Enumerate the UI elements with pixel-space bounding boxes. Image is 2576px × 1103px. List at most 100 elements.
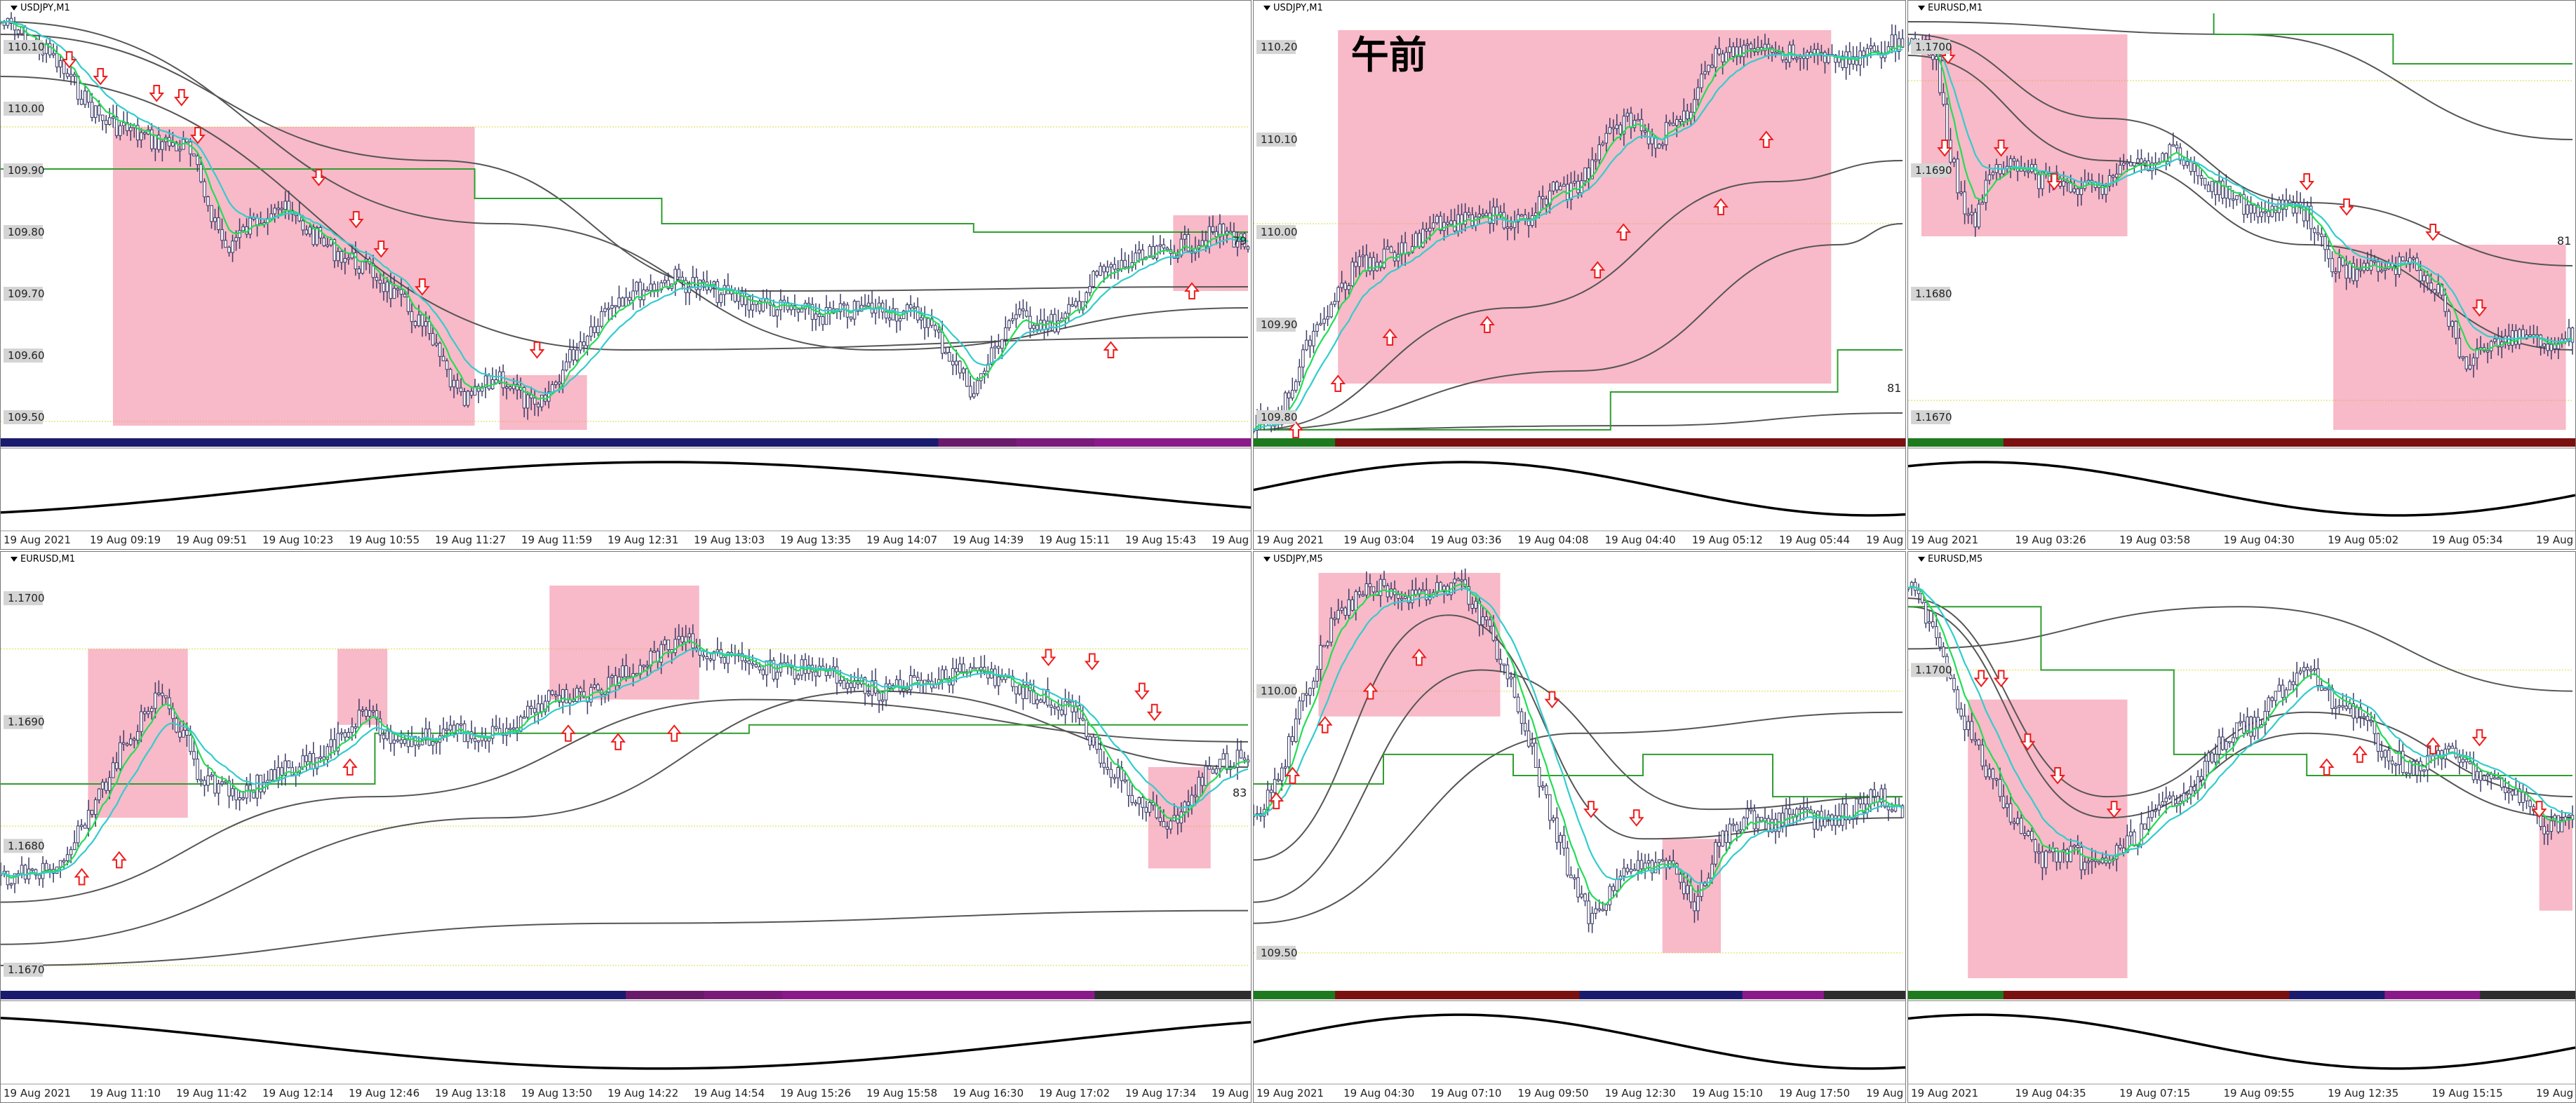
candle-body	[880, 699, 885, 702]
candle-body	[1148, 245, 1152, 258]
sell-arrow-down-icon	[149, 85, 165, 102]
candle-body	[719, 294, 723, 304]
candle-body	[494, 379, 498, 384]
candle-body	[2093, 860, 2098, 862]
candle-body	[2171, 795, 2175, 806]
candle-body	[1611, 127, 1616, 130]
time-axis-label: 19 Aug 13:18	[435, 1087, 506, 1099]
moving-average-line	[1, 909, 1249, 966]
candle-body	[140, 711, 143, 732]
chart-panel-eurusd-m1-bottom-left[interactable]: EURUSD,M1 1.1700 1.1690 1.1680 1.1670 83 19 A…	[0, 551, 1252, 1103]
candle-body	[1246, 246, 1250, 250]
time-axis-label: 19 Aug 14:22	[608, 1087, 678, 1099]
candle-body	[645, 665, 649, 668]
collapse-triangle-icon[interactable]	[1263, 557, 1270, 562]
candle-body	[702, 279, 705, 283]
candle-body	[1312, 680, 1315, 689]
candle-body	[1214, 231, 1219, 238]
candle-body	[83, 90, 87, 105]
candle-body	[1193, 794, 1198, 797]
candle-body	[1007, 320, 1011, 329]
candle-body	[1064, 701, 1067, 715]
collapse-triangle-icon[interactable]	[11, 6, 18, 11]
candle-body	[2422, 275, 2426, 282]
candle-body	[227, 247, 231, 253]
candle-body	[751, 663, 755, 665]
candle-body	[104, 781, 108, 791]
candle-body	[2295, 202, 2299, 214]
candle-body	[1984, 765, 1988, 778]
candle-body	[926, 318, 930, 328]
session-strip-segment	[704, 438, 783, 447]
candle-body	[1151, 245, 1155, 259]
candle-body	[2320, 684, 2323, 691]
candle-body	[2478, 771, 2483, 781]
chart-panel-eurusd-m1-top-right[interactable]: EURUSD,M1 1.1700 1.1690 1.1680 1.1670 81 19 A…	[1907, 0, 2576, 550]
candle-body	[1088, 736, 1092, 746]
candle-body	[2143, 160, 2147, 163]
candle-body	[290, 767, 295, 776]
candle-body	[2429, 283, 2433, 290]
candle-body	[1477, 600, 1482, 625]
collapse-triangle-icon[interactable]	[11, 557, 18, 562]
candle-body	[1601, 142, 1604, 146]
collapse-triangle-icon[interactable]	[1918, 557, 1925, 562]
chart-canvas[interactable]: 110.00 109.50 19 Aug 2021 19 Aug 04:30 19 Au…	[1254, 552, 1905, 1102]
chart-canvas[interactable]: 110.20 110.10 110.00 109.90 109.80 81 午前 19 Aug…	[1254, 1, 1905, 549]
candle-body	[1886, 806, 1891, 811]
candle-body	[508, 386, 512, 389]
time-axis-label: 19 Aug 07:15	[2119, 1087, 2190, 1099]
chart-panel-usdjpy-m1-top-middle[interactable]: USDJPY,M1 110.20 110.10 110.00 109.90 109.80…	[1253, 0, 1906, 550]
candle-body	[2189, 161, 2193, 172]
candle-body	[69, 849, 73, 855]
candle-body	[206, 775, 210, 786]
time-axis-label: 19 Aug 03:58	[2119, 534, 2190, 546]
candle-body	[1322, 318, 1326, 324]
candle-body	[76, 825, 80, 844]
candle-body	[666, 280, 670, 289]
candle-body	[1488, 619, 1492, 627]
candle-body	[747, 296, 751, 311]
candle-body	[993, 668, 997, 686]
chart-panel-usdjpy-m1-top-left[interactable]: USDJPY,M1 110.10 110.00 109.90 109.80 109.70…	[0, 0, 1252, 550]
time-axis-label: 19 Aug 09:55	[2224, 1087, 2295, 1099]
sell-arrow-down-icon	[93, 68, 109, 86]
price-axis-label: 1.1690	[1911, 163, 1952, 177]
candle-body	[1340, 607, 1343, 611]
session-strip-segment	[1498, 438, 1581, 447]
candle-body	[1371, 257, 1376, 271]
candle-body	[37, 874, 41, 879]
candle-body	[107, 777, 112, 791]
time-axis-label: 19 Aug 06:16	[1866, 534, 1905, 546]
chart-canvas[interactable]: 1.1700 19 Aug 2021 19 Aug 04:35 19 Aug 07:1…	[1908, 552, 2575, 1102]
chart-canvas[interactable]: 110.10 110.00 109.90 109.80 109.70 109.60 109.…	[1, 1, 1251, 549]
collapse-triangle-icon[interactable]	[1263, 6, 1270, 11]
candle-body	[97, 788, 101, 801]
candle-body	[1559, 185, 1562, 191]
candle-body	[322, 237, 326, 246]
candle-body	[761, 297, 765, 312]
ema-slow-line	[1908, 586, 2573, 857]
collapse-triangle-icon[interactable]	[1918, 6, 1925, 11]
candle-body	[1639, 860, 1644, 869]
chart-panel-eurusd-m5-bottom-right[interactable]: EURUSD,M5 1.1700 19 Aug 2021 19 Aug 04:35 1…	[1907, 551, 2576, 1103]
candle-body	[1298, 366, 1301, 382]
chart-panel-usdjpy-m5-bottom-middle[interactable]: USDJPY,M5 110.00 109.50 19 Aug 2021 19 Aug …	[1253, 551, 1906, 1103]
candle-body	[761, 669, 765, 675]
candle-body	[2228, 186, 2232, 200]
candle-body	[2199, 175, 2203, 179]
candle-body	[691, 633, 695, 649]
candle-body	[2235, 722, 2239, 738]
candle-body	[417, 314, 421, 326]
candle-body	[126, 122, 129, 131]
candle-body	[1700, 74, 1703, 88]
candle-body	[1587, 900, 1590, 924]
chart-canvas[interactable]: 1.1700 1.1690 1.1680 1.1670 81 19 Aug 2021 19 …	[1908, 1, 2575, 549]
candle-body	[2121, 847, 2126, 853]
candle-body	[838, 679, 843, 684]
candle-body	[399, 739, 403, 744]
candle-body	[273, 208, 276, 215]
candle-body	[1130, 794, 1134, 803]
chart-canvas[interactable]: 1.1700 1.1690 1.1680 1.1670 83 19 Aug 2021 19 …	[1, 552, 1251, 1102]
candle-body	[940, 331, 944, 354]
